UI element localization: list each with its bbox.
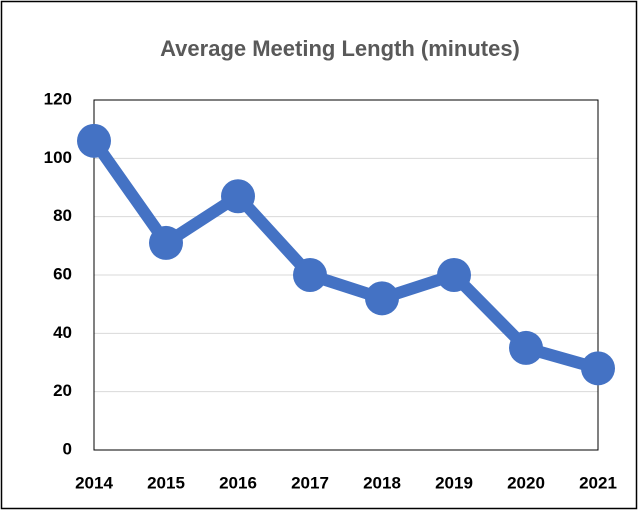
plot-border	[93, 99, 599, 451]
x-tick-label: 2014	[75, 473, 113, 492]
y-tick-label: 100	[44, 148, 72, 167]
y-tick-label: 80	[53, 206, 72, 225]
x-tick-label: 2021	[579, 473, 617, 492]
data-point	[221, 179, 255, 214]
y-tick-label: 60	[53, 264, 72, 283]
x-tick-label: 2017	[291, 473, 329, 492]
data-point	[437, 258, 471, 292]
x-tick-label: 2018	[363, 473, 401, 492]
x-tick-label: 2015	[147, 473, 185, 492]
chart-title: Average Meeting Length (minutes)	[160, 36, 520, 61]
data-point	[581, 351, 615, 386]
x-tick-label: 2019	[435, 473, 473, 492]
data-point	[149, 225, 183, 260]
x-tick-label: 2020	[507, 473, 545, 492]
y-tick-label: 20	[53, 381, 72, 400]
data-point	[77, 123, 111, 158]
x-tick-label: 2016	[219, 473, 257, 492]
y-tick-label: 120	[44, 89, 72, 108]
data-point	[365, 281, 399, 316]
y-tick-label: 40	[53, 323, 72, 342]
data-point	[509, 330, 543, 365]
data-point	[293, 258, 327, 292]
y-tick-label: 0	[63, 439, 72, 458]
